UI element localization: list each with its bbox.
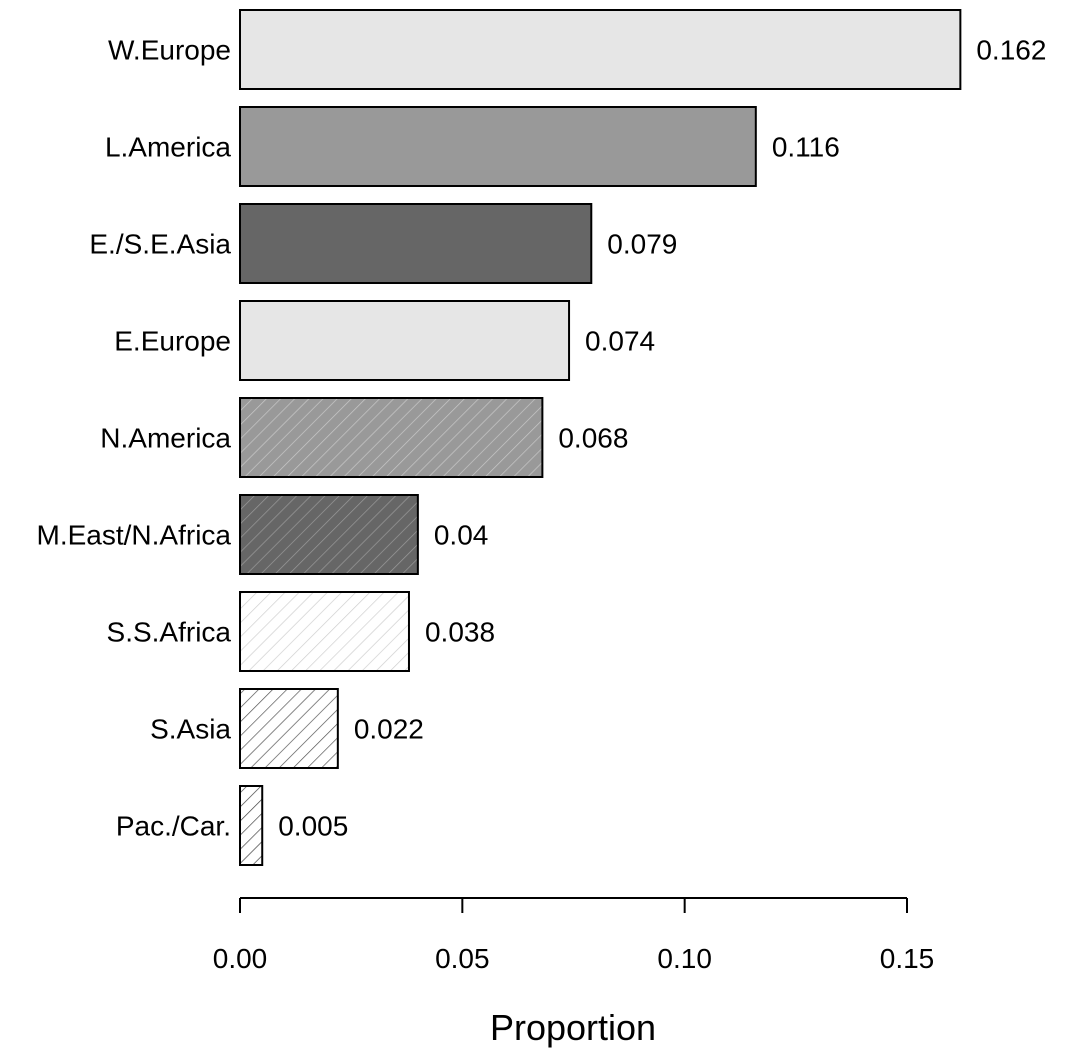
value-label-e-s-e-asia: 0.079 [607, 229, 677, 260]
value-label-s-asia: 0.022 [354, 714, 424, 745]
bar-s-asia [239, 688, 339, 769]
value-label-pac-car: 0.005 [278, 811, 348, 842]
x-tick-label: 0.10 [657, 943, 712, 974]
bar-m-east-n-africa [239, 494, 419, 575]
bar-e-s-e-asia [239, 203, 593, 284]
category-label-l-america: L.America [105, 132, 231, 163]
bar-s-s-africa [239, 591, 410, 672]
bar-e-europe [239, 300, 571, 381]
category-label-e-s-e-asia: E./S.E.Asia [89, 229, 231, 260]
value-label-m-east-n-africa: 0.04 [434, 520, 489, 551]
x-tick-label: 0.05 [435, 943, 490, 974]
category-label-w-europe: W.Europe [108, 35, 231, 66]
category-label-m-east-n-africa: M.East/N.Africa [37, 520, 232, 551]
x-tick-label: 0.00 [213, 943, 268, 974]
bar-w-europe [239, 9, 962, 90]
category-label-s-asia: S.Asia [150, 714, 231, 745]
category-label-s-s-africa: S.S.Africa [107, 617, 232, 648]
value-label-e-europe: 0.074 [585, 326, 655, 357]
value-label-n-america: 0.068 [558, 423, 628, 454]
bars-group: W.Europe 0.162 L.America 0.116 E./S.E.Asia 0.… [37, 9, 1046, 866]
bar-pac-car [239, 785, 264, 866]
x-axis-title: Proportion [490, 1007, 656, 1048]
value-label-w-europe: 0.162 [976, 35, 1046, 66]
category-label-pac-car: Pac./Car. [116, 811, 231, 842]
x-tick-label: 0.15 [880, 943, 935, 974]
value-label-s-s-africa: 0.038 [425, 617, 495, 648]
category-label-e-europe: E.Europe [114, 326, 231, 357]
x-axis: 0.00 0.05 0.10 0.15 [213, 897, 935, 974]
bar-l-america [239, 106, 757, 187]
bar-n-america [239, 397, 544, 478]
value-label-l-america: 0.116 [772, 132, 840, 163]
category-label-n-america: N.America [100, 423, 231, 454]
